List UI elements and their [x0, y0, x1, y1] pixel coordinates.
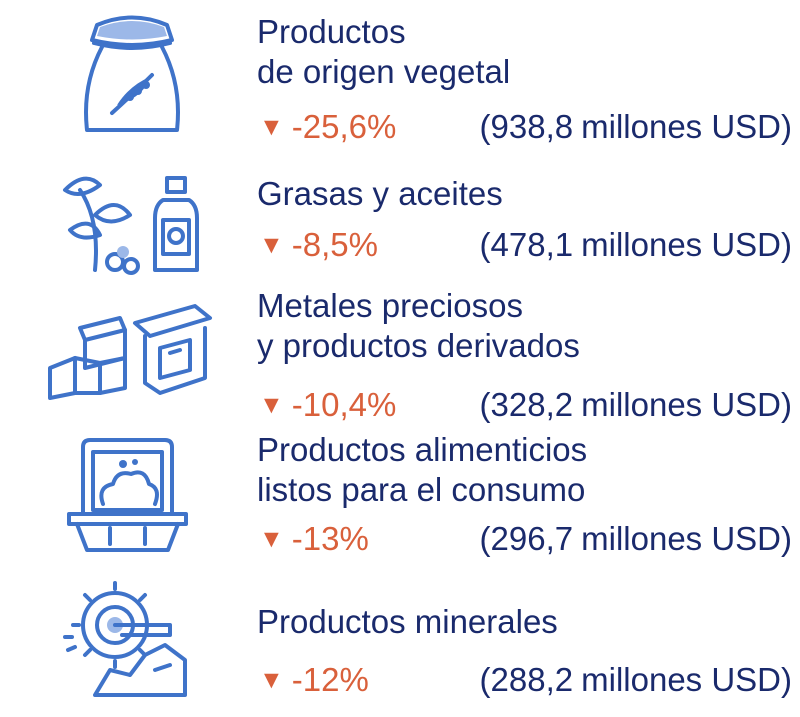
- amount-value: (328,2 millones USD): [479, 386, 792, 423]
- mining-excavator-icon: [60, 575, 220, 705]
- metal-bars-icon: [45, 298, 212, 408]
- category-name: Metales preciosos y productos derivados: [257, 287, 580, 364]
- category-name: Productos minerales: [257, 603, 558, 640]
- food-container-icon: [65, 432, 225, 557]
- grain-sack-icon: [72, 5, 232, 145]
- amount-value: (478,1 millones USD): [479, 226, 792, 263]
- change-value: ▼ -25,6%: [259, 108, 397, 145]
- change-value: ▼ -8,5%: [259, 226, 378, 263]
- category-name: Productos de origen vegetal: [257, 13, 511, 90]
- change-value: ▼ -12%: [259, 661, 369, 698]
- category-name: Grasas y aceites: [257, 175, 503, 212]
- change-value: ▼ -13%: [259, 520, 369, 557]
- down-arrow-icon: ▼: [259, 525, 284, 553]
- plant-oil-icon: [55, 170, 215, 280]
- down-arrow-icon: ▼: [259, 231, 284, 259]
- amount-value: (938,8 millones USD): [479, 108, 792, 145]
- down-arrow-icon: ▼: [259, 113, 284, 141]
- down-arrow-icon: ▼: [259, 666, 284, 694]
- category-name: Productos alimenticios listos para el co…: [257, 431, 588, 508]
- amount-value: (296,7 millones USD): [479, 520, 792, 557]
- amount-value: (288,2 millones USD): [479, 661, 792, 698]
- change-value: ▼ -10,4%: [259, 386, 397, 423]
- down-arrow-icon: ▼: [259, 391, 284, 419]
